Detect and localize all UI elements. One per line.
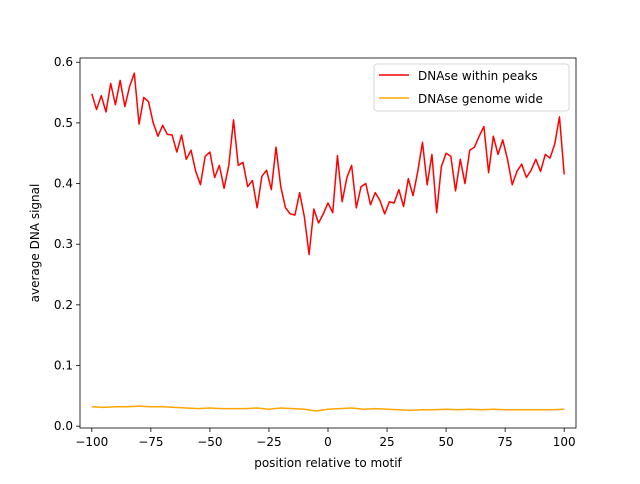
- x-tick-label: 50: [438, 435, 453, 449]
- x-tick-label: −75: [138, 435, 163, 449]
- x-tick-label: −50: [197, 435, 222, 449]
- y-axis-label: average DNA signal: [28, 184, 42, 303]
- legend-label-genome-wide: DNAse genome wide: [418, 92, 543, 106]
- legend-label-within-peaks: DNAse within peaks: [418, 69, 538, 83]
- x-tick-label: 100: [553, 435, 576, 449]
- y-tick-label: 0.3: [54, 237, 73, 251]
- legend: DNAse within peaks DNAse genome wide: [373, 63, 570, 112]
- x-axis: −100 −75 −50 −25 0 25 50 75 100: [75, 428, 576, 449]
- x-tick-label: −100: [75, 435, 108, 449]
- y-tick-label: 0.6: [54, 55, 73, 69]
- y-tick-label: 0.5: [54, 116, 73, 130]
- plot-lines: [91, 72, 565, 412]
- y-tick-label: 0.2: [54, 298, 73, 312]
- series-line-1: [91, 405, 565, 412]
- x-tick-label: 0: [324, 435, 332, 449]
- x-tick-label: 75: [498, 435, 513, 449]
- y-tick-label: 0.4: [54, 177, 73, 191]
- x-axis-label: position relative to motif: [254, 456, 402, 470]
- x-tick-label: 25: [379, 435, 394, 449]
- y-axis: 0.0 0.1 0.2 0.3 0.4 0.5 0.6: [54, 55, 80, 433]
- y-tick-label: 0.1: [54, 359, 73, 373]
- series-line-0: [91, 72, 565, 256]
- x-tick-label: −25: [256, 435, 281, 449]
- legend-box: [373, 63, 570, 112]
- y-tick-label: 0.0: [54, 419, 73, 433]
